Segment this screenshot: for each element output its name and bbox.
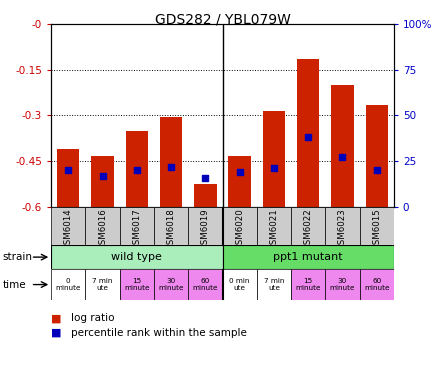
Bar [51, 207, 85, 245]
Bar [91, 156, 114, 207]
Text: 30
minute: 30 minute [330, 278, 355, 291]
Point [99, 173, 106, 179]
Point [236, 169, 243, 175]
Text: ■: ■ [51, 328, 62, 338]
Bar [188, 269, 222, 300]
Text: log ratio: log ratio [71, 313, 115, 324]
Text: GSM6022: GSM6022 [303, 209, 313, 250]
Text: 15
minute: 15 minute [124, 278, 150, 291]
Bar [160, 117, 182, 207]
Text: GSM6017: GSM6017 [132, 209, 142, 250]
Text: ■: ■ [51, 313, 62, 324]
Text: percentile rank within the sample: percentile rank within the sample [71, 328, 247, 338]
Bar [365, 105, 388, 207]
Bar [57, 149, 80, 207]
Text: 0 min
ute: 0 min ute [230, 278, 250, 291]
Bar [257, 207, 291, 245]
Text: 0
minute: 0 minute [56, 278, 81, 291]
Bar [331, 85, 354, 207]
Point [271, 165, 278, 171]
Text: 15
minute: 15 minute [295, 278, 321, 291]
Bar [85, 269, 120, 300]
Text: wild type: wild type [111, 252, 162, 262]
Bar [228, 156, 251, 207]
Point [65, 167, 72, 173]
Text: GSM6021: GSM6021 [269, 209, 279, 250]
Bar [194, 184, 217, 207]
Text: 60
minute: 60 minute [364, 278, 389, 291]
Bar [291, 207, 325, 245]
Text: GSM6019: GSM6019 [201, 209, 210, 250]
Bar [154, 207, 188, 245]
Bar [120, 269, 154, 300]
Bar [263, 111, 285, 207]
Bar [257, 269, 291, 300]
Bar [51, 245, 223, 269]
Text: ppt1 mutant: ppt1 mutant [273, 252, 343, 262]
Bar [222, 207, 257, 245]
Bar [360, 269, 394, 300]
Bar [51, 269, 85, 300]
Text: strain: strain [2, 252, 32, 262]
Point [168, 164, 175, 169]
Bar [85, 207, 120, 245]
Text: 7 min
ute: 7 min ute [264, 278, 284, 291]
Text: GSM6023: GSM6023 [338, 209, 347, 250]
Bar [222, 245, 394, 269]
Text: 7 min
ute: 7 min ute [93, 278, 113, 291]
Point [305, 134, 312, 140]
Text: GSM6016: GSM6016 [98, 209, 107, 250]
Text: GSM6015: GSM6015 [372, 209, 381, 250]
Point [339, 154, 346, 160]
Bar [222, 269, 257, 300]
Text: GSM6020: GSM6020 [235, 209, 244, 250]
Bar [325, 269, 360, 300]
Point [134, 167, 141, 173]
Text: GSM6014: GSM6014 [64, 209, 73, 250]
Point [373, 167, 380, 173]
Text: time: time [2, 280, 26, 290]
Text: GDS282 / YBL079W: GDS282 / YBL079W [154, 13, 291, 27]
Bar [120, 207, 154, 245]
Bar [291, 269, 325, 300]
Bar [325, 207, 360, 245]
Point [202, 175, 209, 180]
Text: 30
minute: 30 minute [158, 278, 184, 291]
Bar [154, 269, 188, 300]
Text: GSM6018: GSM6018 [166, 209, 176, 250]
Bar [188, 207, 222, 245]
Bar [297, 59, 320, 207]
Text: 60
minute: 60 minute [193, 278, 218, 291]
Bar [360, 207, 394, 245]
Bar [125, 131, 148, 207]
